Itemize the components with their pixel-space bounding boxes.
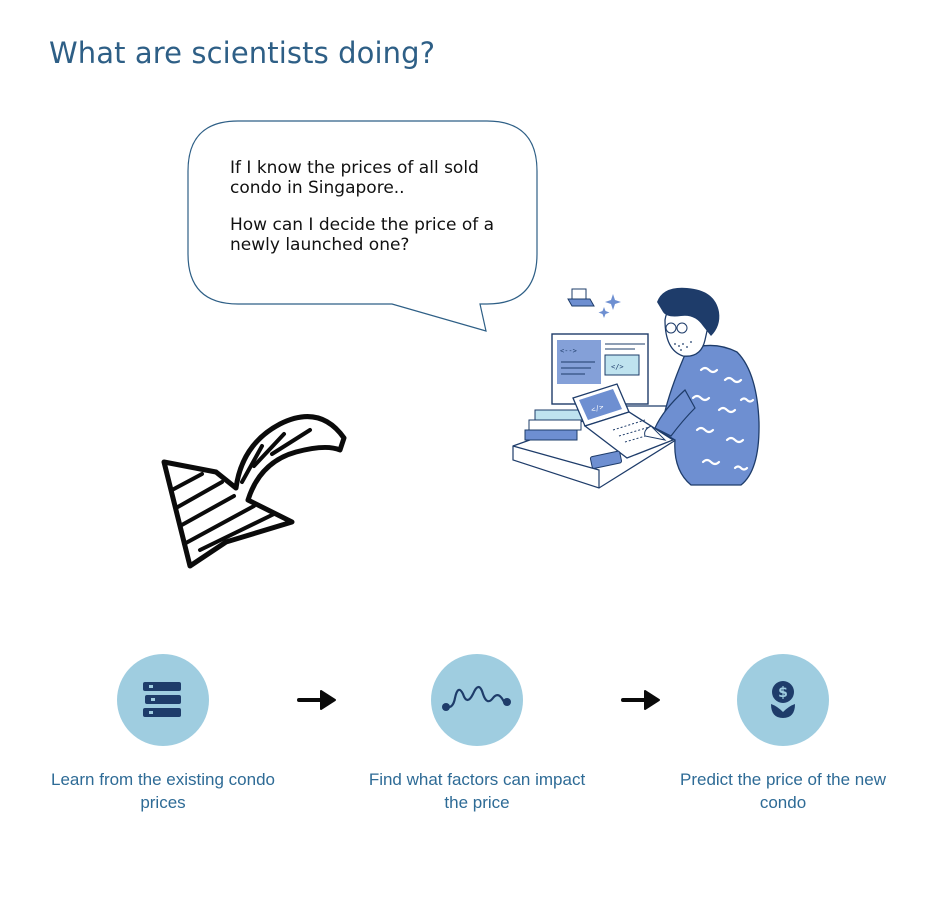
- svg-text:<-->: <-->: [560, 347, 577, 355]
- bubble-line-2: How can I decide the price of a newly la…: [230, 215, 495, 255]
- step-2-label: Find what factors can impact the price: [368, 770, 586, 812]
- page-title: What are scientists doing?: [49, 36, 436, 70]
- svg-text:</>: </>: [611, 363, 624, 371]
- books-stack: [524, 409, 586, 441]
- code-tag: <-->: [560, 347, 577, 355]
- step-3-label: Predict the price of the new condo: [679, 770, 886, 812]
- arrow-right-icon: [621, 690, 660, 710]
- arrow-right-icon: [297, 690, 336, 710]
- step-1-label: Learn from the existing condo prices: [51, 770, 275, 812]
- svg-text:</>: </>: [590, 403, 605, 415]
- dollar-plant-icon: $: [771, 681, 795, 718]
- step-2-circle: [431, 654, 523, 746]
- bubble-text: If I know the prices of all sold condo i…: [230, 158, 520, 272]
- bubble-line-1: If I know the prices of all sold condo i…: [230, 158, 479, 198]
- laptop: </>: [572, 383, 675, 459]
- step-3-circle: $: [737, 654, 829, 746]
- step-1-circle: [117, 654, 209, 746]
- scientist-illustration: <--> </> </>: [512, 287, 760, 489]
- wavy-line-icon: [442, 685, 511, 711]
- curved-arrow-icon: [161, 414, 347, 569]
- mini-laptop-icon: [567, 288, 595, 307]
- svg-text:$: $: [778, 685, 788, 701]
- sparkle-icon: [598, 294, 621, 318]
- books-stack-icon: [143, 682, 181, 717]
